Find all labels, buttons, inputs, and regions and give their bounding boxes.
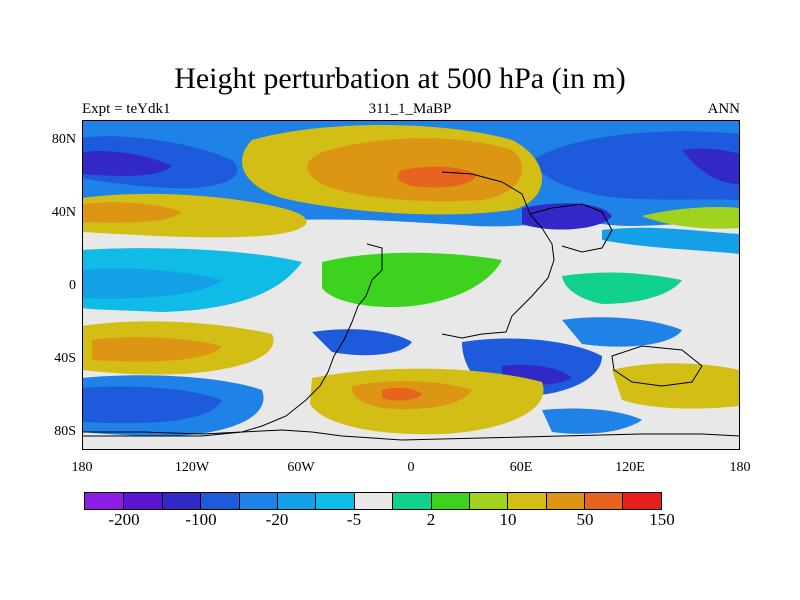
coastline-antarctica [82,429,740,441]
colorbar-label: 150 [649,510,675,529]
band40s-mid-blue [312,329,412,356]
north-band-darkest-east [682,148,740,184]
map-title: Height perturbation at 500 hPa (in m) [174,62,626,95]
xtick-120e: 120E [615,460,645,475]
colorbar-label: 50 [576,510,594,529]
colorbar-box [584,493,623,509]
coastline-asia [529,203,613,253]
band40s-far-east-blue [562,317,682,347]
band40n-east [642,206,740,229]
colorbar-label: -200 [108,510,140,529]
colorbar-label: 2 [426,510,436,529]
colorbar-label: -20 [265,510,289,529]
colorbar-box [123,493,162,509]
south-west-darkblue [82,386,222,424]
run-label: 311_1_MaBP [368,101,452,117]
colorbar-box [430,493,469,509]
south-mid-red [382,387,422,401]
xtick-120w: 120W [174,460,210,475]
colorbar-box [85,493,124,509]
xtick-180w: 180 [71,460,93,475]
coastline-australia [611,345,703,387]
band40s-far-east-yellow [612,363,740,409]
height-perturbation-map [82,120,740,450]
ytick-40n: 40N [51,205,76,220]
map-frame [82,120,740,450]
colorbar-label: 10 [499,510,517,529]
colorbar-box [161,493,201,509]
xtick-60w: 60W [287,460,315,475]
ytick-40s: 40S [54,351,76,366]
ytick-80s: 80S [54,424,76,439]
colorbar-box [468,493,508,509]
tropics-cyan-dark [82,268,222,299]
south-mid-blue [542,408,642,434]
season-label: ANN [707,101,741,117]
north-band-darkest-west [82,150,172,176]
colorbar-box [353,493,393,509]
colorbar-box [276,493,316,509]
band40n-east-cyan [602,227,740,254]
colorbar-box [315,493,354,509]
band40n-west-gold [82,202,182,223]
band40s-west-orange [92,337,222,362]
colorbar-box [545,493,585,509]
colorbar-box [200,493,239,509]
colorbar-box [238,493,277,509]
colorbar-label: -5 [346,510,362,529]
experiment-label: Expt = teYdk1 [82,101,171,117]
colorbar-box [622,493,661,509]
colorbar-box [392,493,431,509]
colorbar [84,492,662,510]
xtick-60e: 60E [509,460,533,475]
colorbar-box [507,493,546,509]
north-band-deepblue-east [532,131,740,200]
xtick-0: 0 [407,460,415,475]
xtick-180e: 180 [729,460,751,475]
ytick-80n: 80N [51,132,76,147]
ytick-0: 0 [69,278,76,293]
coastline-africa-eurasia [441,171,555,339]
colorbar-label: -100 [185,510,217,529]
tropics-light-green [562,272,682,304]
north-ridge-red [397,166,477,188]
